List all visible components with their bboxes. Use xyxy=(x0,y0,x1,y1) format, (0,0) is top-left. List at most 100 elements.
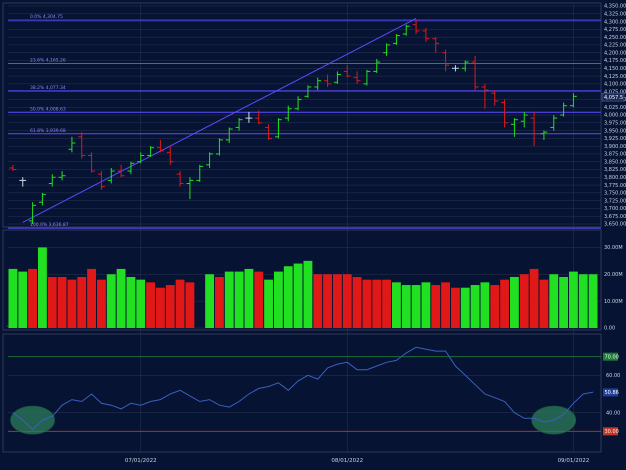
volume-bar xyxy=(470,285,480,328)
volume-bar xyxy=(460,287,470,328)
price-tick-label: 3,975.00 xyxy=(604,120,626,126)
price-tick-label: 4,300.00 xyxy=(604,19,626,25)
volume-bar xyxy=(372,279,382,328)
price-tick-label: 4,225.00 xyxy=(604,43,626,49)
price-tick-label: 4,250.00 xyxy=(604,35,626,41)
volume-bar xyxy=(303,260,313,328)
volume-bar xyxy=(509,276,519,328)
volume-bar xyxy=(18,271,28,328)
trendline xyxy=(22,18,417,223)
price-tick-label: 3,675.00 xyxy=(604,214,626,220)
ohlc-bars xyxy=(9,20,577,224)
ohlc-bar xyxy=(343,65,351,78)
ohlc-bar xyxy=(461,60,469,72)
ohlc-bar xyxy=(540,130,548,140)
volume-bar xyxy=(214,276,224,328)
volume-bar xyxy=(116,268,126,328)
oscillator-current-label: 50.86 xyxy=(605,390,619,396)
ohlc-bar xyxy=(245,111,253,123)
volume-bar xyxy=(28,268,38,328)
ohlc-bar xyxy=(560,102,568,117)
volume-tick-label: 30.00M xyxy=(604,245,623,251)
price-tick-label: 4,275.00 xyxy=(604,27,626,33)
price-tick-label: 4,350.00 xyxy=(604,4,626,10)
ohlc-bar xyxy=(353,71,361,84)
volume-bar xyxy=(224,271,234,328)
volume-bar xyxy=(47,276,57,328)
volume-bar xyxy=(588,274,598,328)
ohlc-bar xyxy=(402,24,410,36)
volume-tick-label: 20.00M xyxy=(604,272,623,278)
price-tick-label: 4,075.00 xyxy=(604,89,626,95)
oscillator-upper-label: 70.00 xyxy=(605,354,619,360)
ohlc-bar xyxy=(363,69,371,86)
oscillator-grid xyxy=(8,375,601,413)
ohlc-bar xyxy=(265,124,273,140)
volume-corner-icon[interactable]: ◦ xyxy=(6,324,9,330)
volume-panel-frame xyxy=(2,229,602,331)
volume-bar xyxy=(234,271,244,328)
volume-bar xyxy=(421,282,431,328)
volume-tick-label: 10.00M xyxy=(604,299,623,305)
price-tick-label: 3,950.00 xyxy=(604,128,626,134)
volume-bar xyxy=(332,274,342,328)
ohlc-bar xyxy=(383,43,391,56)
volume-bar xyxy=(77,276,87,328)
fibonacci-levels: 0.0% 4,304.75 23.6% 4,165.26 38.2% 4,077.3… xyxy=(8,14,601,229)
price-tick-label: 3,775.00 xyxy=(604,183,626,189)
fib-level-label: 38.2% 4,077.34 xyxy=(30,85,66,91)
oscillator-line xyxy=(12,346,594,431)
ohlc-bar xyxy=(156,139,164,153)
oscillator-lower-label: 30.00 xyxy=(605,429,619,435)
ohlc-bar xyxy=(29,202,37,224)
current-price-badge xyxy=(601,92,625,102)
volume-bar xyxy=(293,263,303,328)
ohlc-bar xyxy=(530,111,538,147)
ohlc-bar xyxy=(176,171,184,187)
ohlc-bar xyxy=(510,118,518,137)
volume-bar xyxy=(441,282,451,328)
ohlc-bar xyxy=(314,77,322,91)
volume-bar xyxy=(87,268,97,328)
volume-bar xyxy=(264,279,274,328)
oscillator-current-badge xyxy=(603,388,618,397)
volume-axis: 30.00M 20.00M 10.00M 0.00 xyxy=(604,245,623,332)
ohlc-bar xyxy=(147,146,155,158)
volume-bar xyxy=(57,276,67,328)
trendline-group xyxy=(22,18,417,223)
volume-bar xyxy=(323,274,333,328)
price-tick-label: 4,200.00 xyxy=(604,50,626,56)
price-axis: 4,350.004,325.00 4,300.00 4,275.00 4,250.00… xyxy=(601,4,626,228)
volume-bar xyxy=(185,282,195,328)
oscillator-lower-badge xyxy=(603,427,618,436)
ohlc-bar xyxy=(215,138,223,156)
price-tick-label: 3,650.00 xyxy=(604,222,626,228)
price-tick-label: 3,825.00 xyxy=(604,167,626,173)
ohlc-bar xyxy=(412,20,420,35)
volume-bar xyxy=(96,279,106,328)
ohlc-bar xyxy=(58,171,66,181)
volume-bar xyxy=(500,279,510,328)
volume-bar xyxy=(126,276,136,328)
price-tick-label: 3,725.00 xyxy=(604,198,626,204)
volume-bar xyxy=(67,279,77,328)
date-axis: 07/01/2022 08/01/2022 09/01/2022 xyxy=(125,458,589,464)
volume-bar xyxy=(431,285,441,328)
fib-level-label: 50.0% 4,008.63 xyxy=(30,106,66,112)
price-tick-label: 4,025.00 xyxy=(604,105,626,111)
date-label: 09/01/2022 xyxy=(558,458,590,464)
oscillator-panel-frame xyxy=(2,333,602,453)
volume-bar xyxy=(450,287,460,328)
ohlc-bar xyxy=(471,55,479,91)
ohlc-bar xyxy=(137,152,145,164)
volume-tick-label: 0.00 xyxy=(604,326,615,332)
volume-bar xyxy=(519,274,529,328)
volume-bar xyxy=(244,268,254,328)
ohlc-bar xyxy=(186,177,194,200)
ohlc-bar xyxy=(294,96,302,111)
price-tick-label: 4,000.00 xyxy=(604,113,626,119)
volume-bar xyxy=(411,285,421,328)
price-tick-label: 4,325.00 xyxy=(604,11,626,17)
